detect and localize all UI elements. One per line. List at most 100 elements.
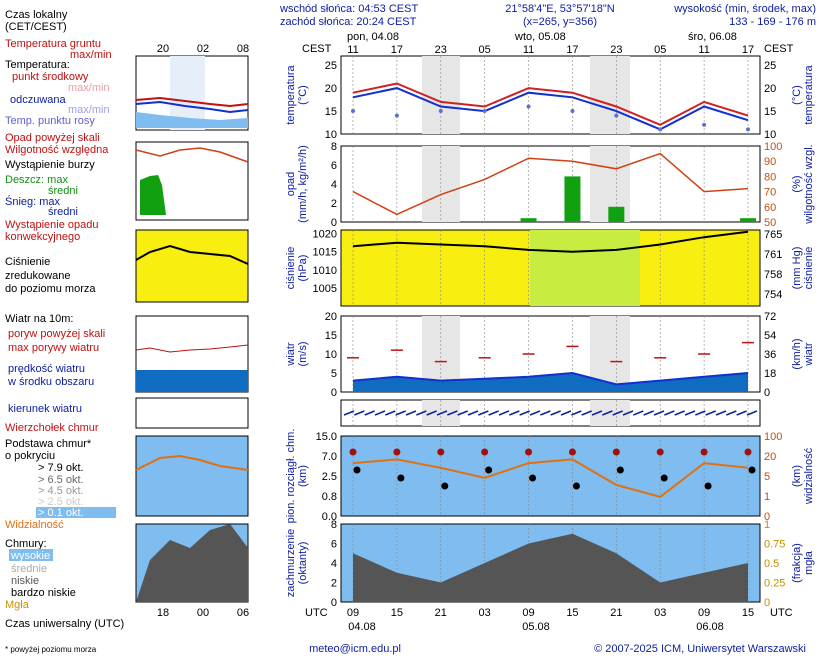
legend-rain-bars <box>140 175 166 215</box>
legend-felt: odczuwana <box>10 94 67 106</box>
top-hour-1: 17 <box>391 44 403 56</box>
footer-email[interactable]: meteo@icm.edu.pl <box>309 643 401 655</box>
wind-tick-4: 0 <box>331 387 337 399</box>
precip-tick-3: 2 <box>331 198 337 210</box>
press-tick-1: 1015 <box>313 247 337 259</box>
grid-text: (x=265, y=356) <box>523 16 597 28</box>
legend-mid: średnie <box>11 563 47 575</box>
ylabel-2-1: (hPa) <box>297 255 309 282</box>
series-pressure <box>352 230 749 253</box>
ylabel-3-2: (km/h) <box>791 338 803 369</box>
wind-arrow-12 <box>467 410 479 416</box>
wind-tick-3: 5 <box>331 368 337 380</box>
precip-tick-2: 4 <box>331 179 337 191</box>
windkmh-tick-3: 18 <box>764 368 776 380</box>
wind-arrow-33 <box>684 410 696 416</box>
legend-soil-maxmin: max/min <box>70 49 112 61</box>
wind-arrow-0 <box>343 410 355 416</box>
day-label-2: śro, 06.08 <box>688 31 737 43</box>
dew-point-6 <box>614 113 619 118</box>
cloud-base-7 <box>660 474 668 482</box>
legend-pressure3: do poziomu morza <box>5 283 96 295</box>
legend-midpoint: punkt środkowy <box>12 71 89 83</box>
wind-arrow-18 <box>529 410 541 416</box>
cloud-base-2 <box>441 482 449 490</box>
wind-arrow-15 <box>498 410 510 416</box>
legend-gust-over: poryw powyżej skali <box>8 328 105 340</box>
bottom-hour-9: 15 <box>742 607 754 619</box>
cloud-tick-3: 0.8 <box>322 491 337 503</box>
ylabel-3-3: wiatr <box>803 342 815 367</box>
legend-cloudbase-panel <box>135 435 249 517</box>
wind-arrow-34 <box>695 410 706 416</box>
wind-arrow-16 <box>509 410 520 416</box>
ylabel-0-2: (°C) <box>791 85 803 105</box>
cloud-base-1 <box>397 474 405 482</box>
legend-local-time: Czas lokalny <box>5 9 68 21</box>
fog-tick-2: 0.5 <box>764 558 779 570</box>
wind-arrow-25 <box>602 410 613 416</box>
wind-arrow-19 <box>540 410 551 416</box>
legend-dew-area <box>136 112 248 128</box>
ylabel-5-2: (frakcja) <box>791 543 803 583</box>
legend-utc: Czas uniwersalny (UTC) <box>5 618 124 630</box>
ylabel-2-2: (mm Hg) <box>791 247 803 290</box>
wind-arrow-36 <box>715 410 727 416</box>
precip-tick-1: 6 <box>331 160 337 172</box>
legend-conv2: konwekcyjnego <box>5 231 80 243</box>
legend-humidity-line <box>135 147 249 163</box>
cloud-top-2 <box>437 448 445 456</box>
main-charts <box>340 55 761 603</box>
hum-tick-3: 70 <box>764 187 776 199</box>
wind-arrow-39 <box>746 410 758 416</box>
legend-okt45: > 4.5 okt. <box>38 485 84 497</box>
legend-temp-line <box>135 96 249 108</box>
press-tick-3: 1005 <box>313 283 337 295</box>
windkmh-tick-4: 0 <box>764 387 770 399</box>
hum-tick-4: 60 <box>764 202 776 214</box>
ylabel-1-1: (mm/h, kg/m²/h) <box>297 145 309 223</box>
cloud-base-4 <box>529 474 537 482</box>
legend-okt25: > 2.5 okt. <box>38 496 84 508</box>
ylabel-5-1: (oktanty) <box>297 542 309 585</box>
series-wind <box>352 371 749 386</box>
fog-tick-0: 1 <box>764 519 770 531</box>
cest-label-left: CEST <box>302 43 332 55</box>
top-hour-5: 17 <box>566 44 578 56</box>
legend-pressure-panel <box>135 229 249 303</box>
series-temperature <box>352 82 749 126</box>
ylabel-3-0: wiatr <box>285 342 297 367</box>
wind-arrow-20 <box>550 410 561 416</box>
vis-tick-1: 20 <box>764 451 776 463</box>
top-hour-7: 05 <box>654 44 666 56</box>
fog-tick-1: 0.75 <box>764 539 785 551</box>
bottom-date-0: 04.08 <box>348 621 376 633</box>
cloud-top-0 <box>349 448 357 456</box>
dew-point-4 <box>526 104 531 109</box>
legend-text: Czas lokalny (CET/CEST) Temperatura grun… <box>5 9 124 654</box>
wind-tick-0: 20 <box>325 311 337 323</box>
bottom-hour-7: 03 <box>654 607 666 619</box>
wind-arrow-37 <box>726 410 737 416</box>
temp-tick-r-2: 15 <box>764 106 776 118</box>
dew-point-9 <box>746 127 750 132</box>
ylabel-0-0: temperatura <box>285 64 297 124</box>
day-label-0: pon, 04.08 <box>347 31 399 43</box>
dew-point-1 <box>394 113 399 118</box>
top-hour-0: 11 <box>347 44 358 56</box>
legend-samples <box>135 96 249 602</box>
temp-tick-l-2: 15 <box>325 106 337 118</box>
legend-storm: Wystąpienie burzy <box>5 159 95 171</box>
cloud-top-5 <box>568 448 576 456</box>
bottom-hour-6: 21 <box>610 607 622 619</box>
ylabel-2-3: ciśnienie <box>803 247 815 290</box>
legend-clouds: Chmury: <box>5 538 47 550</box>
legend-high-bg <box>9 549 53 561</box>
ylabel-3-1: (m/s) <box>297 341 309 366</box>
wind-arrow-29 <box>643 410 654 416</box>
press-tick-0: 1020 <box>313 229 337 241</box>
dew-point-7 <box>658 127 663 132</box>
wind-arrow-11 <box>457 410 468 416</box>
